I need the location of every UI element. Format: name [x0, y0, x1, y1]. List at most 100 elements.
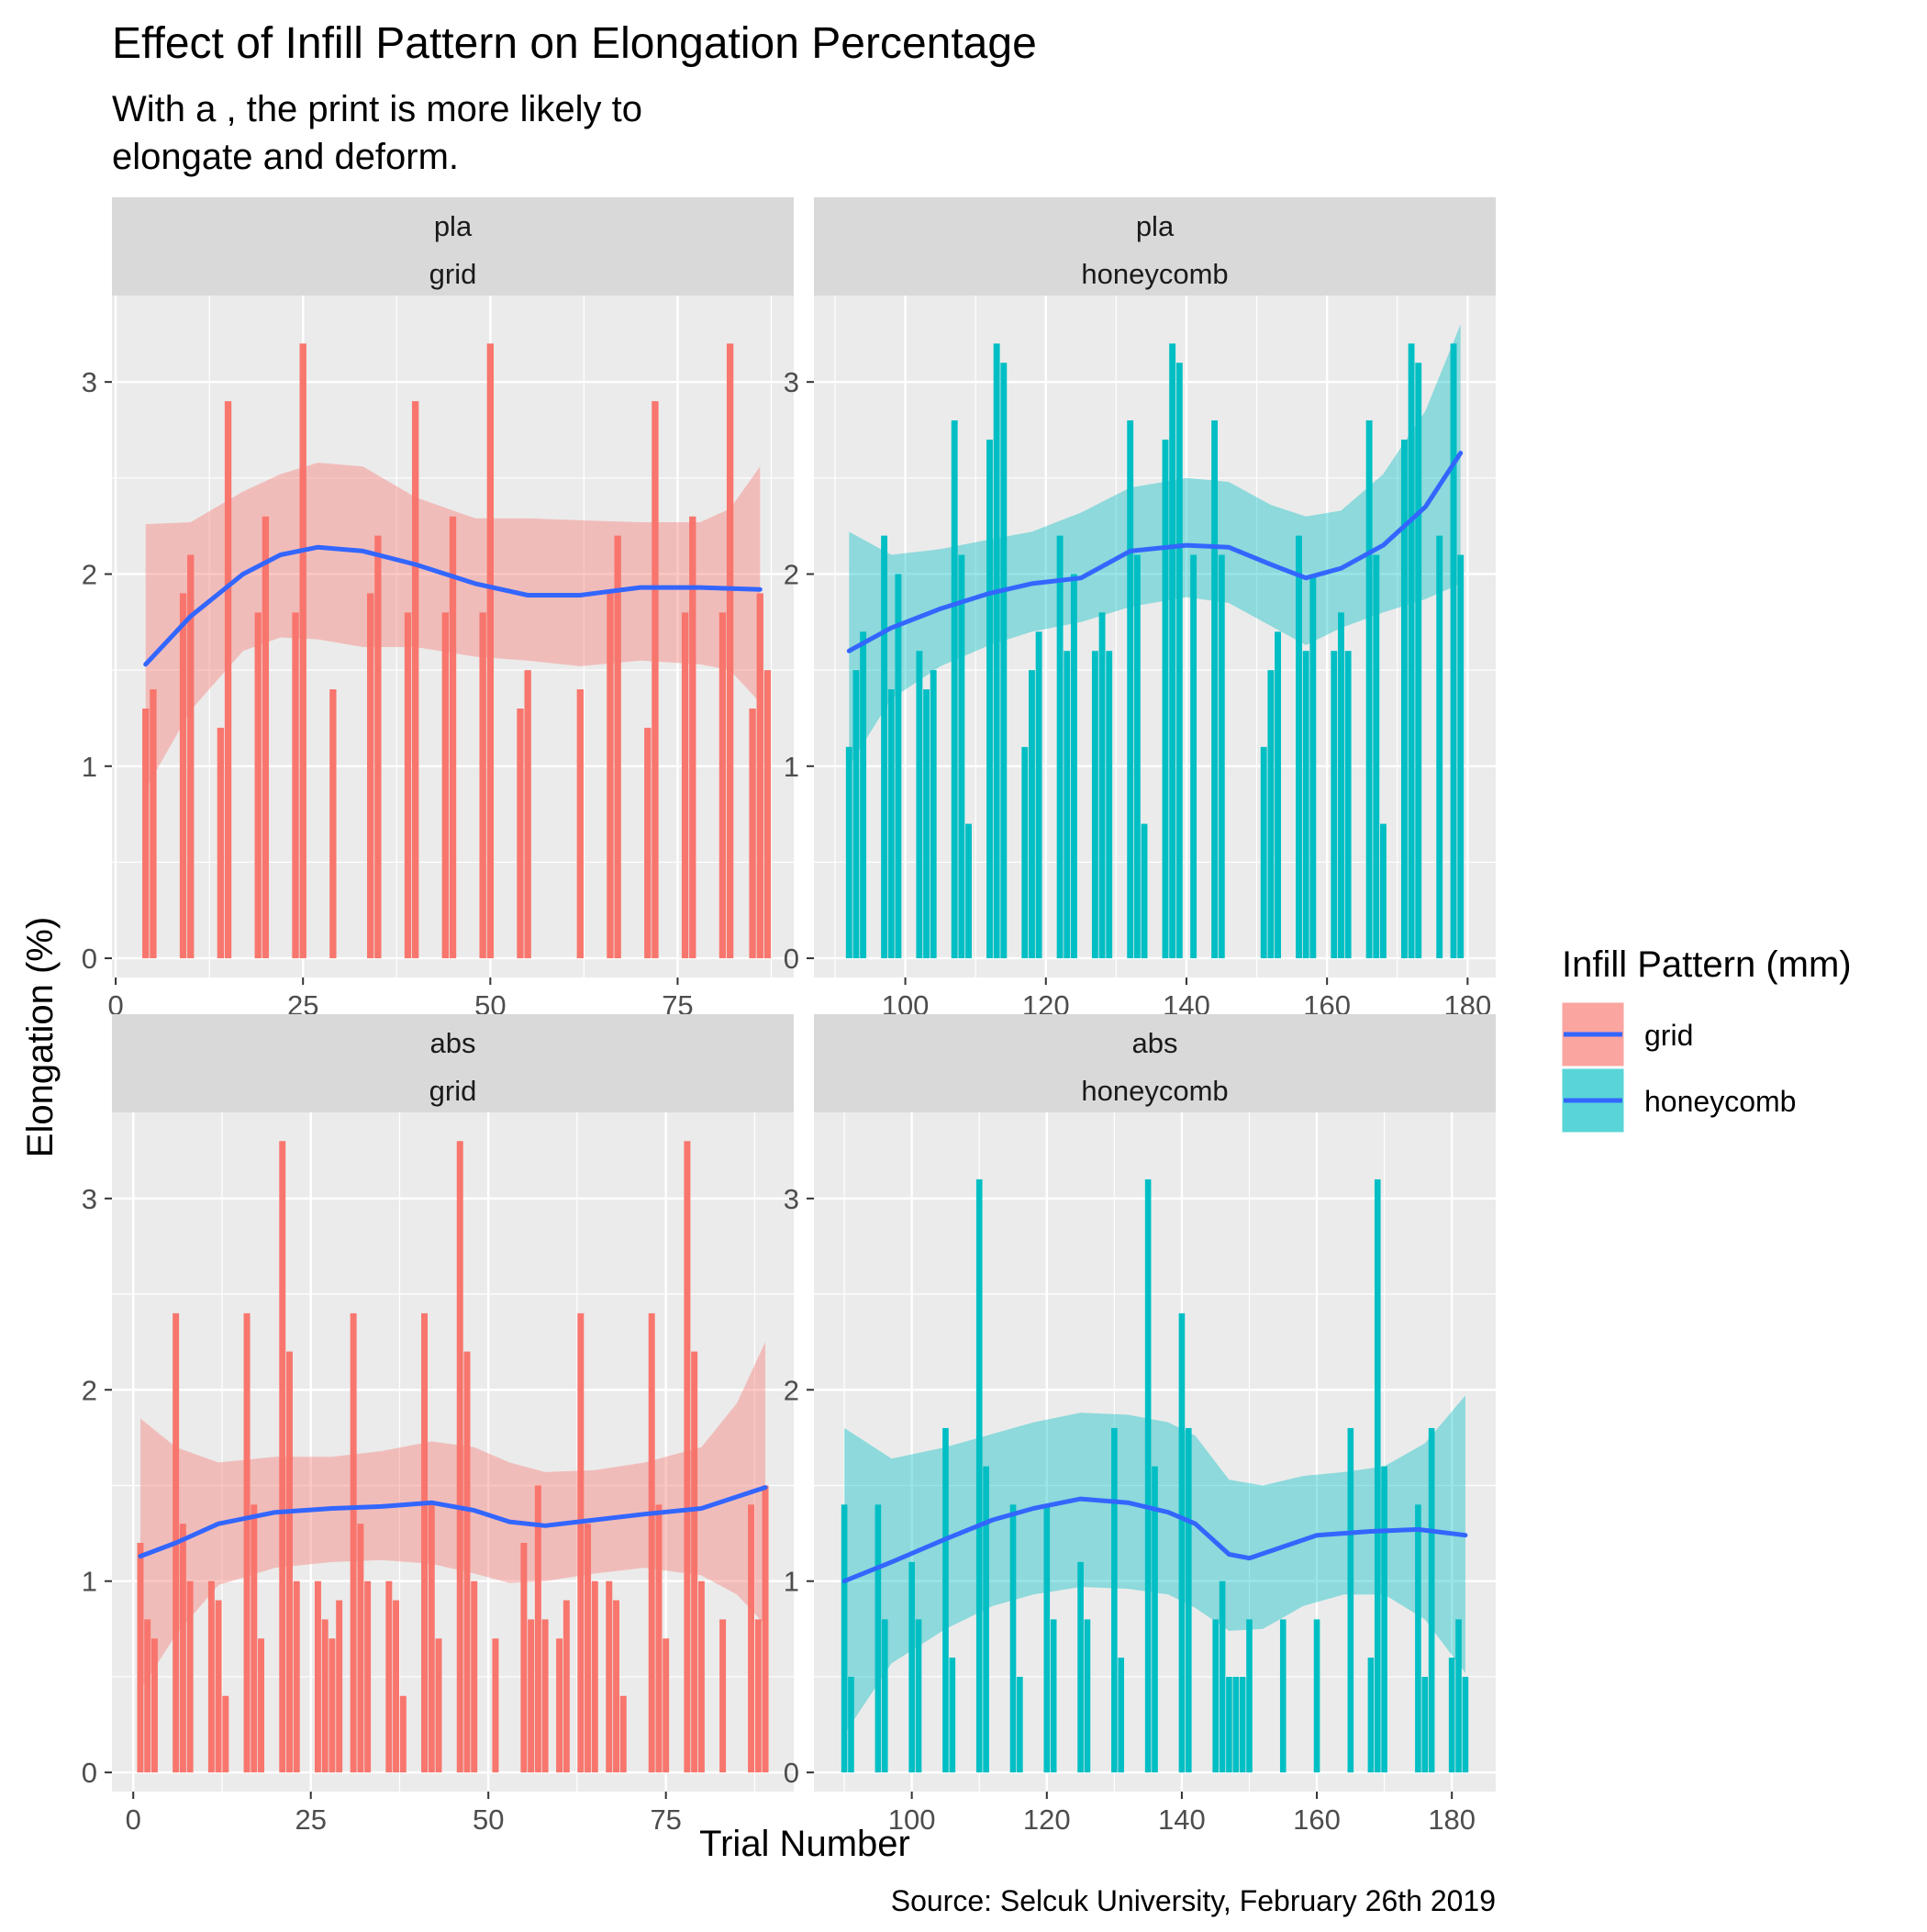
bar-trial-4 [142, 708, 150, 959]
y-tick-label: 0 [82, 943, 97, 975]
bar-trial-87 [763, 670, 772, 959]
bar-trial-65 [591, 1580, 598, 1773]
bar-trial-168 [1379, 823, 1387, 959]
bar-trial-129 [1106, 651, 1113, 959]
bar-trial-128 [1098, 612, 1106, 959]
bar-trial-171 [1400, 439, 1408, 959]
bar-trial-68 [613, 1600, 619, 1773]
bar-trial-152 [1267, 670, 1275, 959]
bar-trial-148 [1232, 1676, 1240, 1773]
bar-trial-40 [412, 401, 419, 959]
bar-trial-115 [1009, 1504, 1017, 1773]
y-tick-label: 1 [784, 1566, 799, 1598]
bar-trial-58 [541, 1619, 549, 1773]
bar-trial-37 [393, 1600, 400, 1773]
bar-trial-97 [881, 535, 888, 959]
bar-trial-25 [299, 343, 306, 959]
bar-trial-80 [697, 1580, 705, 1773]
legend-item-grid: grid [1561, 1001, 1693, 1067]
bar-trial-117 [1021, 746, 1029, 959]
bar-trial-57 [534, 1485, 541, 1773]
bar-trial-49 [479, 612, 486, 959]
bar-trial-95 [874, 1504, 882, 1773]
bar-trial-32 [357, 1524, 364, 1773]
bar-trial-21 [279, 1141, 286, 1773]
bar-trial-111 [983, 1466, 989, 1773]
bar-trial-29 [329, 689, 337, 959]
bar-trial-121 [1050, 1619, 1057, 1773]
x-tick-label: 140 [1158, 1804, 1206, 1836]
y-tick-label: 2 [82, 558, 97, 590]
strip-label-abs: abs [430, 1027, 476, 1059]
x-tick-label: 180 [1428, 1804, 1476, 1836]
bar-trial-16 [243, 1312, 251, 1773]
bar-trial-10 [187, 554, 195, 959]
bar-trial-67 [614, 535, 621, 959]
bar-trial-63 [577, 1312, 585, 1773]
y-tick-label: 0 [784, 943, 799, 975]
bar-trial-76 [681, 612, 689, 959]
bar-trial-44 [441, 612, 450, 959]
bar-trial-166 [1365, 420, 1373, 959]
bar-trial-114 [1000, 363, 1008, 959]
bar-trial-131 [1118, 1658, 1125, 1773]
bar-trial-180 [1448, 1658, 1455, 1773]
bar-trial-123 [1064, 651, 1071, 959]
bar-trial-5 [150, 689, 157, 959]
confidence-band [844, 1395, 1465, 1735]
bar-trial-160 [1313, 1619, 1320, 1773]
bar-trial-22 [286, 1351, 293, 1773]
bar-trial-45 [449, 516, 457, 959]
bar-trial-8 [186, 1580, 194, 1773]
x-tick-label: 120 [1023, 1804, 1071, 1836]
bar-trial-23 [293, 1580, 300, 1773]
facet-panel-abs-honeycomb: abs honeycomb 0 1 2 3 100 120 140 160 180 [784, 1014, 1496, 1836]
bar-trial-107 [951, 420, 958, 959]
smooth-trend-line [138, 1485, 768, 1559]
bar-trial-85 [749, 708, 756, 959]
bar-trial-110 [975, 1178, 983, 1773]
bar-trial-157 [1302, 651, 1309, 959]
bar-trial-126 [1084, 1619, 1091, 1773]
bar-trial-34 [367, 593, 374, 959]
bar-trial-112 [986, 439, 993, 959]
bar-trial-24 [292, 612, 299, 959]
bar-trial-108 [958, 554, 965, 959]
bar-trial-146 [1219, 1580, 1226, 1773]
bar-trial-179 [1457, 554, 1465, 959]
legend-item-honeycomb: honeycomb [1561, 1067, 1796, 1134]
bar-trial-102 [916, 651, 923, 959]
x-tick-label: 100 [888, 1804, 936, 1836]
bar-trial-11 [207, 1580, 215, 1773]
bar-trial-48 [471, 1580, 478, 1773]
bar-trial-181 [1455, 1619, 1462, 1773]
bar-trial-151 [1260, 746, 1267, 959]
bar-trial-29 [336, 1600, 343, 1773]
bar-trial-67 [606, 1580, 613, 1773]
chart-title: Effect of Infill Pattern on Elongation P… [112, 19, 1037, 68]
legend-label: honeycomb [1644, 1085, 1796, 1118]
bar-trial-178 [1450, 343, 1457, 959]
bar-trial-56 [528, 1619, 535, 1773]
bar-trial-175 [1415, 1504, 1421, 1773]
bar-trial-12 [215, 1600, 222, 1773]
bar-trial-124 [1070, 574, 1077, 959]
bar-trial-55 [520, 1543, 528, 1773]
bar-trial-147 [1226, 1676, 1232, 1773]
bar-trial-138 [1169, 343, 1176, 959]
strip-label-honeycomb: honeycomb [1081, 1075, 1228, 1107]
bar-trial-106 [949, 1658, 956, 1773]
bar-trial-41 [421, 1312, 429, 1773]
smooth-trend-line [841, 1496, 1468, 1584]
bar-trial-42 [428, 1504, 435, 1773]
bar-trial-9 [179, 593, 187, 959]
bar-trial-66 [607, 593, 614, 959]
bar-trial-28 [329, 1638, 336, 1773]
bar-trial-153 [1275, 631, 1281, 959]
chart-subtitle-line-1: With a , the print is more likely to [112, 89, 642, 129]
bar-trial-90 [841, 1504, 848, 1773]
x-tick-label: 50 [473, 1804, 504, 1836]
bar-trial-26 [314, 1580, 321, 1773]
